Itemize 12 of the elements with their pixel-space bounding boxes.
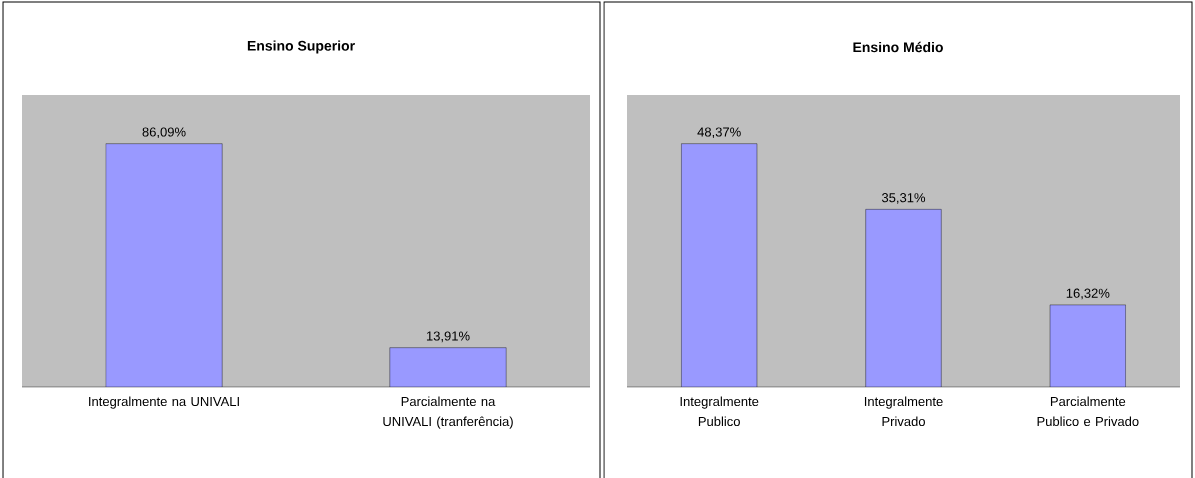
- data-label: 35,31%: [881, 193, 926, 204]
- data-label: 86,09%: [142, 127, 186, 139]
- data-label: 13,91%: [426, 331, 470, 343]
- chart-title: Ensino Médio: [853, 41, 943, 53]
- x-tick-label: Parcialmente Publico e Privado: [1037, 396, 1139, 427]
- data-label: 16,32%: [1066, 288, 1110, 300]
- x-tick-label: Parcialmente na UNIVALI (tranferência): [383, 396, 513, 429]
- data-label: 48,37%: [697, 127, 741, 139]
- x-tick-label: Integralmente na UNIVALI: [89, 396, 239, 409]
- chart-title: Ensino Superior: [247, 40, 355, 54]
- x-tick-label: Integralmente Privado: [864, 396, 943, 427]
- x-tick-label: Integralmente Publico: [680, 396, 759, 427]
